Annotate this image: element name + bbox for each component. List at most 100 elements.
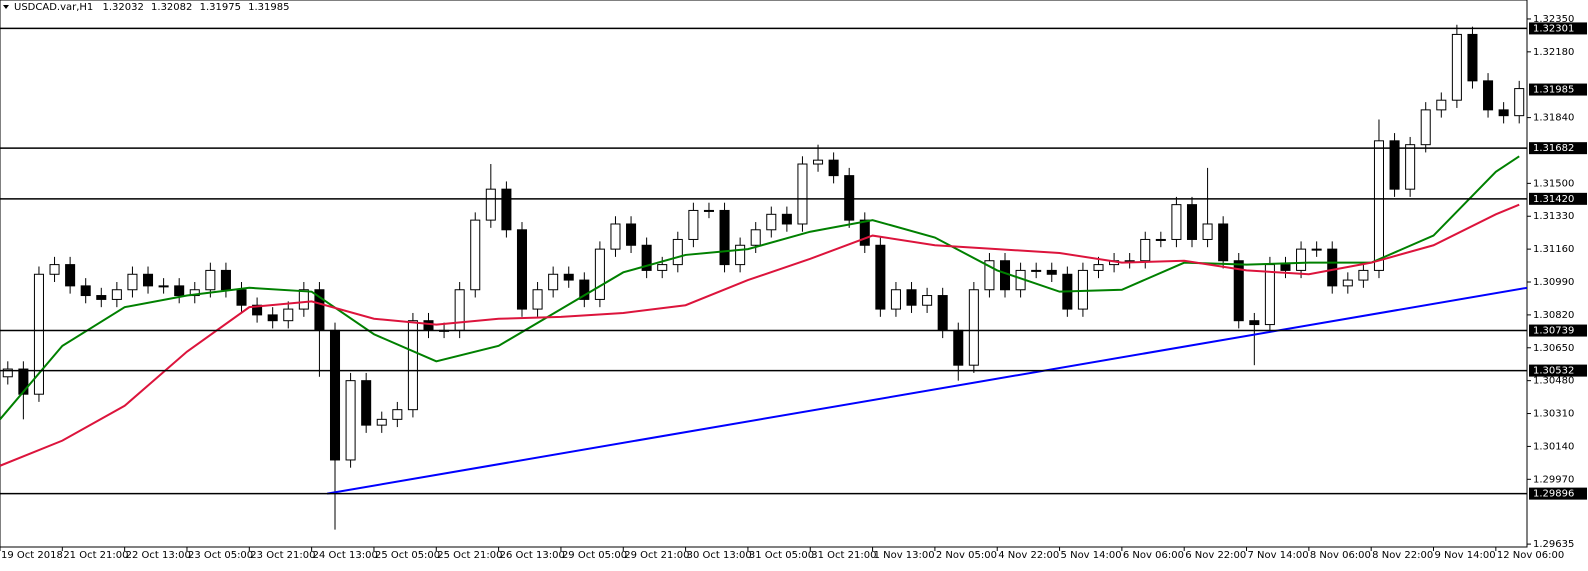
candle-body — [516, 229, 528, 310]
candle-body — [33, 273, 44, 395]
y-tick-label: 1.30310 — [1533, 409, 1574, 420]
price-box — [1529, 22, 1587, 35]
candle-body — [49, 264, 60, 275]
x-tick-label: 19 Oct 2018 — [1, 550, 63, 561]
candle-body — [1420, 109, 1431, 146]
candle-body — [937, 295, 948, 331]
candle-body — [1373, 140, 1384, 271]
candle-body — [766, 213, 777, 231]
x-tick-label: 23 Oct 21:00 — [250, 550, 315, 561]
candle-body — [283, 308, 294, 322]
y-tick-label: 1.31840 — [1533, 113, 1574, 124]
candle-body — [158, 285, 169, 288]
overlay-line — [327, 286, 1527, 495]
candle-body — [1031, 269, 1042, 272]
candle-body — [65, 264, 76, 287]
candle-body — [111, 289, 122, 300]
x-tick-label: 8 Nov 06:00 — [1310, 550, 1371, 561]
price-box — [1529, 83, 1587, 96]
candle-body — [174, 285, 185, 297]
candle-body — [329, 329, 341, 461]
x-tick-label: 31 Oct 21:00 — [811, 550, 876, 561]
candle-body — [906, 289, 917, 306]
candle-body — [1218, 223, 1229, 262]
candle-body — [1451, 33, 1462, 101]
candle-body — [563, 273, 574, 281]
x-tick-label: 24 Oct 13:00 — [313, 550, 378, 561]
candle-body — [1514, 88, 1525, 117]
price-box-label: 1.30739 — [1533, 326, 1574, 337]
y-tick-label: 1.32180 — [1533, 47, 1574, 58]
candle-body — [470, 219, 481, 291]
y-tick-label: 1.30990 — [1533, 277, 1574, 288]
overlay-line — [0, 203, 1520, 467]
candle-body — [1498, 109, 1509, 117]
candle-body — [485, 188, 496, 221]
x-tick-label: 25 Oct 21:00 — [437, 550, 502, 561]
candle-body — [735, 244, 746, 266]
candle-body — [688, 209, 699, 240]
candle-body — [1311, 248, 1322, 251]
candle-body — [1389, 140, 1400, 190]
candle-body — [1467, 33, 1478, 82]
x-tick-label: 22 Oct 13:00 — [126, 550, 191, 561]
x-tick-label: 31 Oct 05:00 — [749, 550, 814, 561]
x-tick-label: 6 Nov 06:00 — [1123, 550, 1184, 561]
chart-header: USDCAD.var,H1 1.32032 1.32082 1.31975 1.… — [14, 2, 289, 13]
candle-body — [781, 213, 792, 225]
candle-body — [922, 295, 933, 306]
candle-body — [345, 380, 356, 461]
y-tick-label: 1.30480 — [1533, 376, 1574, 387]
x-tick-label: 5 Nov 14:00 — [1061, 550, 1122, 561]
candle-body — [1077, 269, 1088, 310]
symbol: USDCAD.var,H1 — [14, 2, 93, 13]
header-high: 1.32082 — [151, 2, 192, 13]
candle-body — [844, 175, 855, 221]
header-low: 1.31975 — [200, 2, 241, 13]
candle-body — [1171, 204, 1182, 240]
candle-body — [1249, 320, 1260, 326]
header-close: 1.31985 — [248, 2, 289, 13]
x-tick-label: 30 Oct 13:00 — [687, 550, 752, 561]
candle-body — [1280, 264, 1291, 271]
candle-body — [236, 289, 247, 306]
candle-body — [1436, 99, 1447, 111]
candle-body — [890, 289, 901, 310]
x-tick-label: 29 Oct 21:00 — [624, 550, 689, 561]
candle-body — [454, 289, 465, 331]
x-tick-label: 25 Oct 05:00 — [375, 550, 440, 561]
x-tick-label: 29 Oct 05:00 — [562, 550, 627, 561]
candle-body — [813, 159, 824, 165]
y-tick-label: 1.29970 — [1533, 474, 1574, 485]
candle-body — [220, 269, 231, 291]
candle-body — [143, 273, 154, 287]
price-box — [1529, 324, 1587, 337]
candle-body — [1342, 279, 1353, 287]
y-tick-label: 1.32350 — [1533, 14, 1574, 25]
candle-body — [1264, 264, 1275, 326]
candle-body — [80, 285, 91, 297]
candle-body — [672, 238, 683, 266]
candle-body — [626, 223, 637, 246]
candle-body — [252, 304, 263, 316]
price-box-label: 1.30532 — [1533, 366, 1574, 377]
y-tick-label: 1.30820 — [1533, 310, 1574, 321]
candle-body — [797, 163, 808, 225]
candle-body — [532, 289, 543, 310]
candle-body — [999, 260, 1011, 291]
price-box — [1529, 192, 1587, 205]
candle-body — [18, 368, 29, 395]
candle-body — [127, 273, 138, 291]
price-box — [1529, 142, 1587, 155]
price-box — [1529, 364, 1587, 377]
price-box-label: 1.32301 — [1533, 23, 1574, 34]
candle-body — [657, 264, 668, 271]
candle-body — [1483, 80, 1494, 111]
candle-body — [298, 289, 309, 310]
candle-body — [501, 188, 512, 231]
x-tick-label: 26 Oct 13:00 — [500, 550, 565, 561]
x-tick-label: 12 Nov 06:00 — [1497, 550, 1564, 561]
candle-body — [968, 289, 979, 366]
menu-arrow[interactable] — [3, 5, 9, 9]
candle-body — [610, 223, 621, 250]
